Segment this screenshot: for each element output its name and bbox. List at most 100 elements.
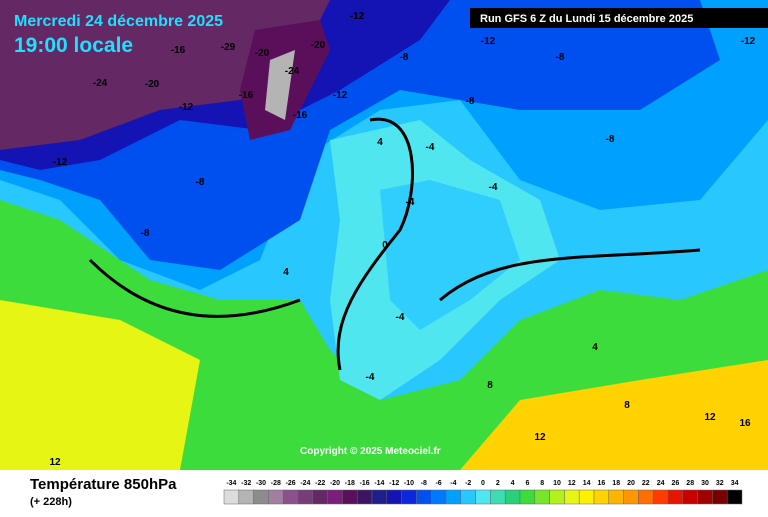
contour-label: 12 bbox=[704, 412, 716, 423]
copyright: Copyright © 2025 Meteociel.fr bbox=[300, 446, 441, 457]
map-background bbox=[0, 0, 768, 470]
scale-label: 10 bbox=[553, 480, 561, 487]
scale-swatch bbox=[312, 489, 328, 505]
scale-label: -12 bbox=[389, 480, 399, 487]
contour-label: -8 bbox=[466, 96, 475, 107]
scale-label: -14 bbox=[374, 480, 384, 487]
contour-label: -12 bbox=[350, 11, 365, 22]
scale-swatch bbox=[282, 489, 299, 505]
contour-label: -20 bbox=[311, 40, 326, 51]
contour-label: 12 bbox=[49, 457, 61, 468]
scale-label: -18 bbox=[345, 480, 355, 487]
scale-swatch bbox=[593, 489, 610, 505]
scale-swatch bbox=[667, 489, 684, 505]
contour-label: -12 bbox=[481, 36, 496, 47]
scale-label: -20 bbox=[330, 480, 340, 487]
scale-swatch bbox=[697, 489, 713, 505]
scale-label: -16 bbox=[360, 480, 370, 487]
scale-swatch bbox=[371, 489, 388, 505]
scale-swatch bbox=[549, 489, 565, 505]
map-title: Mercredi 24 décembre 2025 bbox=[14, 13, 223, 30]
scale-swatch bbox=[460, 489, 476, 505]
contour-label: -16 bbox=[239, 90, 254, 101]
variable-name: Température 850hPa bbox=[30, 476, 177, 493]
contour-label: -16 bbox=[171, 45, 186, 56]
scale-label: 8 bbox=[540, 480, 544, 487]
scale-swatch bbox=[726, 489, 743, 505]
scale-label: -4 bbox=[450, 480, 456, 487]
scale-swatch bbox=[475, 489, 491, 505]
contour-label: -8 bbox=[556, 52, 565, 63]
contour-label: -8 bbox=[141, 228, 150, 239]
lead-time: (+ 228h) bbox=[30, 496, 72, 508]
run-box bbox=[470, 8, 768, 28]
scale-swatch bbox=[268, 489, 284, 505]
scale-label: 2 bbox=[496, 480, 500, 487]
scale-label: -22 bbox=[315, 480, 325, 487]
scale-label: -24 bbox=[300, 480, 310, 487]
run-info: Run GFS 6 Z du Lundi 15 décembre 2025 bbox=[480, 13, 693, 25]
scale-swatch bbox=[534, 489, 550, 505]
map-time: 19:00 locale bbox=[14, 34, 133, 57]
contour-label: -4 bbox=[406, 197, 415, 208]
contour-label: -8 bbox=[606, 134, 615, 145]
scale-label: 14 bbox=[583, 480, 591, 487]
scale-swatch bbox=[682, 489, 698, 505]
scale-swatch bbox=[238, 489, 254, 505]
scale-label: 22 bbox=[642, 480, 650, 487]
scale-label: -2 bbox=[465, 480, 471, 487]
scale-swatch bbox=[578, 489, 595, 505]
scale-swatch bbox=[445, 489, 462, 505]
scale-label: -6 bbox=[435, 480, 441, 487]
contour-label: -4 bbox=[489, 182, 498, 193]
contour-label: -8 bbox=[196, 177, 205, 188]
contour-label: 4 bbox=[377, 137, 383, 148]
scale-label: 0 bbox=[481, 480, 485, 487]
scale-swatch bbox=[608, 489, 624, 505]
color-scale: -34 -32 -30 -28 -26 -24 -22 -20 -18 -16 -14 -12 -10-… bbox=[223, 480, 743, 505]
scale-label: -34 bbox=[226, 480, 236, 487]
scale-swatch bbox=[490, 489, 506, 505]
scale-swatch bbox=[401, 489, 417, 505]
contour-label: -20 bbox=[255, 48, 270, 59]
scale-swatch bbox=[652, 489, 669, 505]
scale-swatch bbox=[342, 489, 358, 505]
scale-swatch bbox=[623, 489, 639, 505]
scale-swatch bbox=[297, 489, 314, 505]
contour-label: -20 bbox=[145, 79, 160, 90]
contour-label: -12 bbox=[333, 90, 348, 101]
contour-label: -4 bbox=[366, 372, 375, 383]
scale-label: 4 bbox=[511, 480, 515, 487]
scale-label: -32 bbox=[241, 480, 251, 487]
scale-label: 26 bbox=[672, 480, 680, 487]
contour-label: -12 bbox=[53, 157, 68, 168]
scale-label: 12 bbox=[568, 480, 576, 487]
contour-label: 12 bbox=[534, 432, 546, 443]
scale-label: 16 bbox=[598, 480, 606, 487]
contour-label: -24 bbox=[285, 66, 300, 77]
contour-label: 16 bbox=[739, 418, 751, 429]
scale-label: -8 bbox=[421, 480, 427, 487]
scale-label: 24 bbox=[657, 480, 665, 487]
scale-label: 28 bbox=[686, 480, 694, 487]
scale-label: 30 bbox=[701, 480, 709, 487]
scale-label: -28 bbox=[271, 480, 281, 487]
contour-label: -4 bbox=[426, 142, 435, 153]
scale-swatch bbox=[519, 489, 536, 505]
scale-swatch bbox=[223, 489, 240, 505]
scale-label: 32 bbox=[716, 480, 724, 487]
scale-swatch bbox=[356, 489, 373, 505]
scale-swatch bbox=[253, 489, 269, 505]
scale-label: -30 bbox=[256, 480, 266, 487]
contour-label: 4 bbox=[283, 267, 289, 278]
scale-swatch bbox=[712, 489, 728, 505]
scale-label: 18 bbox=[612, 480, 620, 487]
scale-swatch bbox=[386, 489, 402, 505]
contour-label: -29 bbox=[221, 42, 236, 53]
contour-label: -16 bbox=[293, 110, 308, 121]
contour-label: -8 bbox=[400, 52, 409, 63]
contour-label: -4 bbox=[396, 312, 405, 323]
scale-swatch bbox=[327, 489, 343, 505]
scale-swatch bbox=[430, 489, 447, 505]
scale-swatch bbox=[638, 489, 654, 505]
